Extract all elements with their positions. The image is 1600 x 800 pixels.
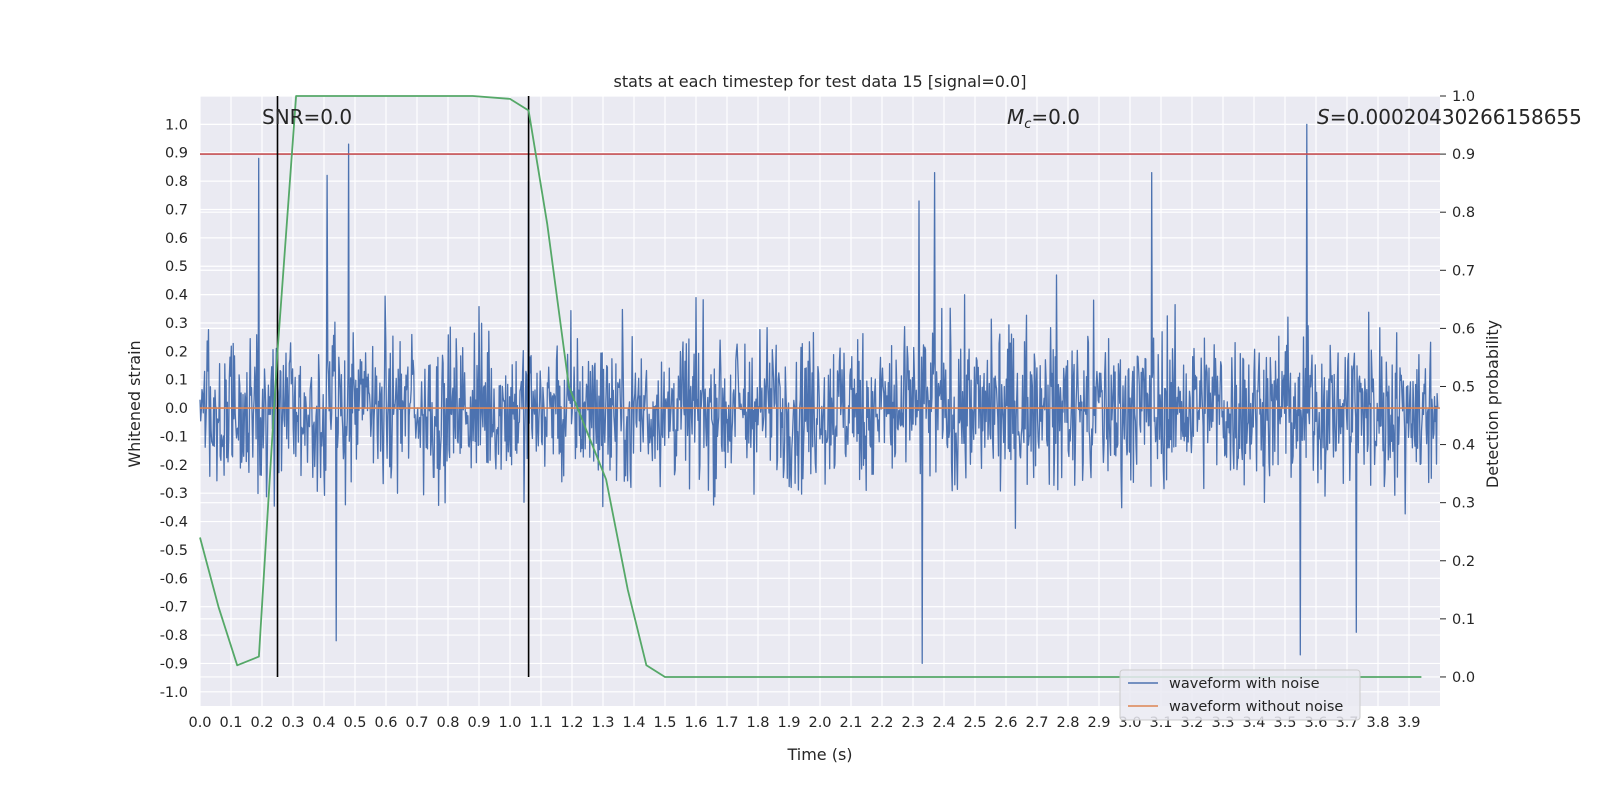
chart-title: stats at each timestep for test data 15 … <box>614 72 1027 91</box>
y-tick-label: 0.3 <box>165 316 188 332</box>
y-tick-label: -0.6 <box>160 571 188 587</box>
y-tick-label: -1.0 <box>160 685 188 701</box>
legend-label-noise: waveform with noise <box>1169 676 1320 692</box>
y-axis-ticks: 1.0 0.9 0.8 0.7 0.6 0.5 0.4 0.3 0.2 0.1 0.0 -0.1 -0.… <box>160 117 188 700</box>
noisy-waveform-series <box>199 123 1439 665</box>
y-tick-label: 0.5 <box>165 259 188 275</box>
legend-box <box>1119 669 1361 721</box>
s-symbol: S <box>1317 105 1330 129</box>
y-tick-label: 0.6 <box>165 231 188 247</box>
x-tick-label: 1.8 <box>746 715 769 731</box>
y-tick-label: 0.2 <box>165 344 188 360</box>
x-tick-label: 0.8 <box>436 715 459 731</box>
overlays <box>199 95 1440 678</box>
right-tick-label: 0.1 <box>1452 612 1475 628</box>
x-tick-label: 0.6 <box>374 715 397 731</box>
x-tick-label: 3.8 <box>1366 715 1389 731</box>
y-tick-label: 0.0 <box>165 401 188 417</box>
y-tick-label: -0.9 <box>160 656 188 672</box>
y-tick-label: 0.4 <box>165 288 188 304</box>
x-tick-label: 2.7 <box>1025 715 1048 731</box>
y-tick-label: 0.9 <box>165 146 188 162</box>
x-tick-label: 2.4 <box>932 715 955 731</box>
x-tick-label: 3.9 <box>1397 715 1420 731</box>
x-tick-label: 2.1 <box>839 715 862 731</box>
x-tick-label: 0.2 <box>250 715 273 731</box>
right-tick-label: 0.0 <box>1452 670 1475 686</box>
x-tick-label: 0.4 <box>312 715 335 731</box>
snr-annotation: SNR=0.0 <box>262 105 352 129</box>
right-tick-label: 0.4 <box>1452 438 1475 454</box>
x-tick-label: 1.0 <box>498 715 521 731</box>
x-tick-label: 1.3 <box>591 715 614 731</box>
right-tick-label: 0.2 <box>1452 554 1475 570</box>
x-tick-label: 2.2 <box>870 715 893 731</box>
mc-subscript: c <box>1024 117 1031 132</box>
mc-symbol: M <box>1007 105 1024 129</box>
x-axis-label: Time (s) <box>786 745 852 764</box>
right-tick-label: 0.8 <box>1452 205 1475 221</box>
y-tick-label: -0.3 <box>160 486 188 502</box>
legend-label-clean: waveform without noise <box>1169 699 1343 715</box>
s-value: =0.00020430266158655 <box>1330 105 1582 129</box>
y-tick-label: 1.0 <box>165 117 188 133</box>
right-tick-label: 0.3 <box>1452 496 1475 512</box>
y-tick-label: 0.7 <box>165 202 188 218</box>
y-tick-label: -0.1 <box>160 429 188 445</box>
x-tick-label: 0.5 <box>343 715 366 731</box>
x-tick-label: 1.1 <box>529 715 552 731</box>
x-tick-label: 2.0 <box>808 715 831 731</box>
x-tick-label: 2.5 <box>963 715 986 731</box>
x-tick-label: 1.7 <box>715 715 738 731</box>
y-tick-label: -0.2 <box>160 458 188 474</box>
x-tick-label: 0.1 <box>219 715 242 731</box>
x-tick-label: 1.9 <box>777 715 800 731</box>
right-tick-label: 0.6 <box>1452 321 1475 337</box>
noisy-waveform-line <box>199 123 1439 665</box>
x-tick-label: 1.4 <box>622 715 645 731</box>
x-tick-label: 1.6 <box>684 715 707 731</box>
mc-annotation: Mc=0.0 <box>1007 105 1080 132</box>
y-tick-label: -0.7 <box>160 600 188 616</box>
x-tick-label: 2.6 <box>994 715 1017 731</box>
right-tick-label: 1.0 <box>1452 89 1475 105</box>
right-axis-ticks: 1.0 0.9 0.8 0.7 0.6 0.5 0.4 0.3 0.2 0.1 0.0 <box>1440 89 1475 686</box>
y-tick-label: -0.4 <box>160 515 188 531</box>
x-tick-label: 2.8 <box>1056 715 1079 731</box>
right-tick-label: 0.7 <box>1452 263 1475 279</box>
x-tick-label: 1.2 <box>560 715 583 731</box>
s-annotation: S=0.00020430266158655 <box>1317 105 1582 129</box>
x-tick-label: 0.0 <box>188 715 211 731</box>
x-tick-label: 1.5 <box>653 715 676 731</box>
mc-value: =0.0 <box>1031 105 1080 129</box>
right-tick-label: 0.9 <box>1452 147 1475 163</box>
x-tick-label: 0.3 <box>281 715 304 731</box>
x-tick-label: 0.7 <box>405 715 428 731</box>
y-tick-label: -0.5 <box>160 543 188 559</box>
detection-probability-line <box>199 95 1422 678</box>
x-tick-label: 2.3 <box>901 715 924 731</box>
y-tick-label: 0.1 <box>165 373 188 389</box>
x-tick-label: 2.9 <box>1087 715 1110 731</box>
x-tick-label: 0.9 <box>467 715 490 731</box>
y-tick-label: -0.8 <box>160 628 188 644</box>
right-tick-label: 0.5 <box>1452 379 1475 395</box>
y-axis-label: Whitened strain <box>125 340 144 467</box>
legend: waveform with noise waveform without noi… <box>1119 669 1361 721</box>
right-axis-label: Detection probability <box>1483 320 1502 488</box>
y-tick-label: 0.8 <box>165 174 188 190</box>
